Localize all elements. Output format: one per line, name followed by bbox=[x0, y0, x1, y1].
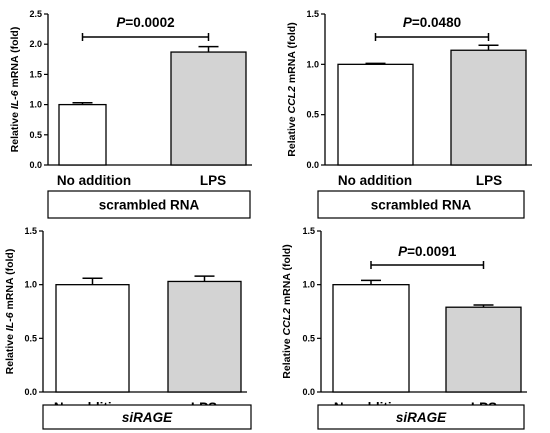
bar-no-addition bbox=[55, 284, 130, 393]
y-tick-label: 0.5 bbox=[302, 333, 315, 343]
y-tick-label: 1.5 bbox=[306, 9, 319, 19]
y-tick-label: 1.0 bbox=[29, 100, 42, 110]
condition-label: scrambled RNA bbox=[99, 198, 200, 213]
y-tick-label: 0.5 bbox=[24, 333, 37, 343]
bar-lps bbox=[170, 51, 247, 166]
y-tick-label: 2.5 bbox=[29, 9, 42, 19]
y-axis-label: Relative IL-6 mRNA (fold) bbox=[4, 249, 16, 375]
p-value-label: P=0.0091 bbox=[398, 244, 457, 259]
bar-no-addition bbox=[332, 284, 410, 393]
y-tick-label: 1.5 bbox=[24, 226, 37, 236]
bar-no-addition bbox=[58, 103, 107, 166]
y-tick-label: 1.0 bbox=[24, 280, 37, 290]
condition-box bbox=[42, 404, 252, 430]
y-axis-label: Relative CCL2 mRNA (fold) bbox=[281, 244, 293, 378]
x-category-label: No addition bbox=[57, 173, 131, 188]
bar-lps bbox=[167, 280, 242, 393]
y-tick-label: 0.0 bbox=[29, 160, 42, 170]
condition-box bbox=[317, 190, 525, 219]
y-axis-label: Relative IL-6 mRNA (fold) bbox=[9, 27, 21, 153]
y-tick-label: 2.0 bbox=[29, 39, 42, 49]
panel-il6-scrambled: 0.0 0.5 1.0 1.5 2.0 2.5 Relative IL-6 mRNA (fo… bbox=[9, 9, 252, 219]
condition-label: scrambled RNA bbox=[371, 198, 472, 213]
y-tick-label: 0.0 bbox=[302, 387, 315, 397]
bar-lps bbox=[445, 306, 522, 393]
y-axis-label: Relative CCL2 mRNA (fold) bbox=[286, 22, 298, 156]
bar-lps bbox=[450, 49, 527, 166]
y-tick-label: 1.5 bbox=[302, 226, 315, 236]
condition-label: siRAGE bbox=[122, 410, 173, 425]
bar-no-addition bbox=[337, 63, 414, 166]
y-tick-label: 0.0 bbox=[306, 160, 319, 170]
x-category-label: No addition bbox=[338, 173, 412, 188]
x-category-label: LPS bbox=[476, 173, 502, 188]
x-category-label: LPS bbox=[200, 173, 226, 188]
condition-box bbox=[317, 404, 525, 430]
y-tick-label: 0.0 bbox=[24, 387, 37, 397]
panel-ccl2-scrambled: 0.0 0.5 1.0 1.5 Relative CCL2 mRNA (fold) No … bbox=[286, 9, 532, 219]
y-tick-label: 1.0 bbox=[302, 280, 315, 290]
y-tick-label: 1.0 bbox=[306, 59, 319, 69]
y-tick-label: 0.5 bbox=[29, 130, 42, 140]
condition-box bbox=[47, 190, 251, 219]
condition-label: siRAGE bbox=[396, 410, 447, 425]
y-tick-label: 1.5 bbox=[29, 69, 42, 79]
y-tick-label: 0.5 bbox=[306, 110, 319, 120]
p-value-label: P=0.0480 bbox=[403, 15, 461, 30]
p-value-label: P=0.0002 bbox=[116, 15, 174, 30]
